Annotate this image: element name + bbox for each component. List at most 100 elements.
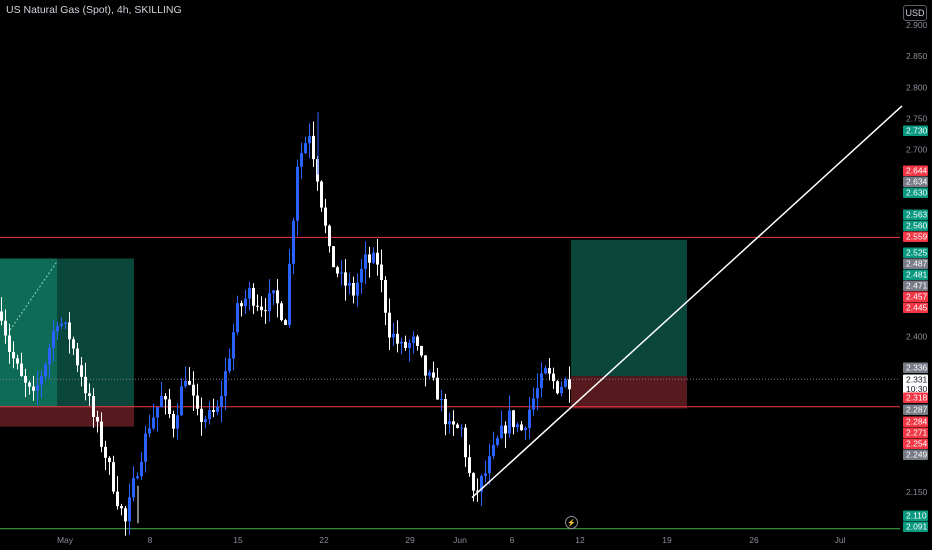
candle-body	[64, 322, 67, 324]
price-tick: 2.850	[906, 51, 928, 61]
candle-body	[56, 325, 59, 332]
candle-body	[156, 407, 159, 418]
price-badge-label: 2.559	[906, 232, 928, 242]
candle-body	[508, 410, 511, 434]
candle-body	[520, 424, 523, 431]
candle-body	[148, 428, 151, 434]
candle-body	[504, 425, 507, 434]
price-badge	[903, 521, 928, 532]
price-badge-label: 2.525	[906, 248, 928, 258]
candle-body	[116, 491, 119, 507]
price-badge-label: 2.336	[906, 363, 928, 373]
price-badge-label: 2.481	[906, 270, 928, 280]
candle-body	[344, 272, 347, 286]
price-badge	[903, 510, 928, 521]
candle-body	[440, 399, 443, 401]
candle-body	[456, 424, 459, 428]
candle-body	[544, 368, 547, 374]
trend-line	[471, 105, 903, 499]
time-tick: 15	[233, 535, 243, 545]
candle-body	[72, 339, 75, 349]
time-tick: 6	[510, 535, 515, 545]
candle-body	[328, 225, 331, 247]
price-tick: 2.750	[906, 113, 928, 123]
candle-body	[324, 207, 327, 226]
candle-body	[524, 427, 527, 431]
candle-body	[244, 298, 247, 307]
price-badge-label: 2.331	[906, 375, 928, 385]
candle-body	[556, 381, 559, 394]
candle-body	[380, 264, 383, 280]
price-badge	[903, 165, 928, 176]
price-badge	[903, 209, 928, 220]
candle-body	[44, 364, 47, 377]
candle-body	[24, 376, 27, 383]
candle-body	[312, 135, 315, 160]
candle-body	[540, 373, 543, 389]
price-tick: 2.700	[906, 145, 928, 155]
candle-body	[492, 444, 495, 457]
candle-body	[100, 421, 103, 447]
time-tick: Jul	[835, 535, 846, 545]
candle-body	[180, 386, 183, 416]
candle-body	[276, 290, 279, 304]
candle-body	[4, 320, 7, 336]
candle-body	[300, 153, 303, 167]
price-tick: 2.900	[906, 20, 928, 30]
price-badge	[903, 247, 928, 258]
candle-body	[512, 410, 515, 428]
candle-body	[364, 254, 367, 269]
candle-body	[348, 282, 351, 286]
candle-body	[40, 376, 43, 385]
price-badge	[903, 392, 928, 403]
candle-body	[496, 438, 499, 445]
price-badge-label: 2.271	[906, 428, 928, 438]
candle-body	[0, 311, 3, 321]
time-tick: Jun	[453, 535, 467, 545]
candle-body	[228, 358, 231, 372]
candle-body	[436, 377, 439, 400]
price-badge	[903, 427, 928, 438]
candle-body	[144, 433, 147, 462]
price-badge	[903, 404, 928, 415]
price-badge	[903, 438, 928, 449]
candle-body	[476, 490, 479, 492]
flash-icon[interactable]: ⚡	[565, 516, 578, 529]
time-tick: May	[57, 535, 74, 545]
candle-body	[320, 181, 323, 208]
candle-body	[196, 395, 199, 409]
candle-body	[112, 462, 115, 492]
price-badge-label: 2.563	[906, 210, 928, 220]
time-tick: 12	[575, 535, 585, 545]
candle-body	[184, 380, 187, 387]
price-badge	[903, 280, 928, 291]
candle-body	[132, 478, 135, 498]
candle-body	[172, 413, 175, 429]
time-tick: 26	[749, 535, 759, 545]
candle-body	[20, 363, 23, 377]
candle-body	[384, 279, 387, 313]
candle-body	[152, 417, 155, 429]
candle-body	[32, 386, 35, 391]
candle-body	[352, 282, 355, 296]
price-badge	[903, 231, 928, 242]
candle-body	[124, 508, 127, 522]
candle-body	[548, 368, 551, 374]
price-badge	[903, 187, 928, 198]
candle-body	[388, 312, 391, 338]
projection-line	[9, 261, 58, 331]
price-badge-label: 2.254	[906, 439, 928, 449]
candle-body	[564, 379, 567, 387]
candle-body	[356, 282, 359, 296]
price-badge	[903, 220, 928, 231]
candle-body	[392, 333, 395, 338]
currency-button[interactable]: USD	[903, 5, 927, 21]
candle-body	[96, 416, 99, 422]
candle-body	[256, 305, 259, 307]
price-badge-label: 2.487	[906, 259, 928, 269]
price-badge-label: 2.630	[906, 188, 928, 198]
price-badge-countdown: 10:30	[906, 384, 928, 394]
price-tick: 2.150	[906, 487, 928, 497]
price-badge	[903, 258, 928, 269]
